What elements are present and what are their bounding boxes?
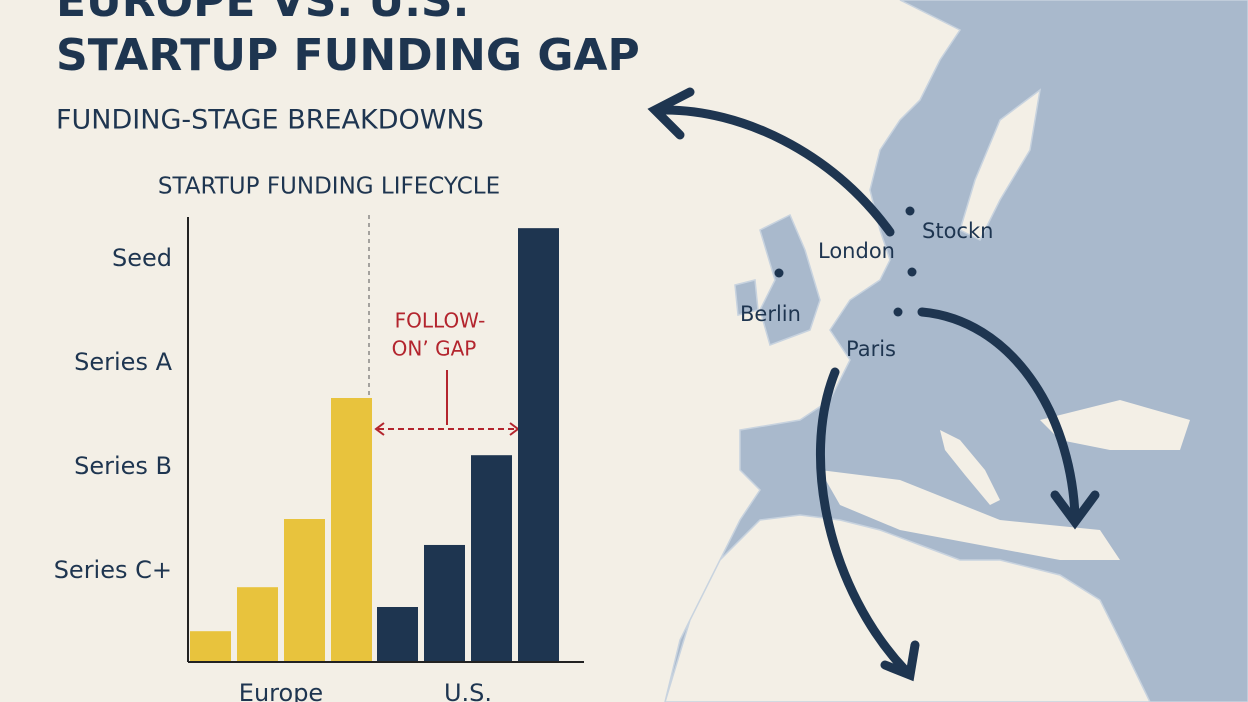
map xyxy=(664,0,1248,702)
arrow-head xyxy=(647,87,695,140)
y-tick-label: Seed xyxy=(112,244,172,272)
arrow xyxy=(816,367,910,675)
arrows xyxy=(647,87,1100,682)
y-tick-label: Series C+ xyxy=(54,556,172,584)
bar xyxy=(377,607,418,662)
chart-title: STARTUP FUNDING LIFECYCLE xyxy=(158,174,500,200)
bar xyxy=(331,398,372,662)
y-tick-label: Series A xyxy=(74,348,172,376)
x-group-label: U.S. xyxy=(444,679,492,702)
x-group-label: Europe xyxy=(239,679,323,702)
city-dots xyxy=(774,206,917,317)
subtitle: FUNDING-STAGE BREAKDOWNS xyxy=(56,105,484,136)
bar xyxy=(424,544,465,662)
arrow xyxy=(660,105,895,237)
arrow-head xyxy=(880,640,920,682)
arrow xyxy=(917,307,1080,520)
bar xyxy=(284,519,325,662)
title-line: STARTUP FUNDING GAP xyxy=(56,30,640,81)
black-sea xyxy=(1040,400,1190,450)
title-line: EUROPE VS. U.S. xyxy=(56,0,469,27)
bar xyxy=(237,587,278,662)
bar xyxy=(471,455,512,662)
baltic-sea xyxy=(959,88,1042,242)
map-label: London xyxy=(818,239,895,263)
y-tick-label: Series B xyxy=(74,452,172,480)
map-label: Paris xyxy=(846,337,896,361)
bar xyxy=(518,228,559,662)
city-dot xyxy=(905,206,915,216)
city-dot xyxy=(907,267,917,277)
britain xyxy=(759,213,821,346)
city-dot xyxy=(893,307,903,317)
ireland xyxy=(734,279,759,316)
adriatic xyxy=(940,430,1000,505)
annotation: FOLLOW- xyxy=(395,309,486,333)
annotation: ON’ GAP xyxy=(392,337,477,361)
city-dot xyxy=(774,268,784,278)
arrow-head xyxy=(1050,490,1100,530)
map-label: Berlin xyxy=(740,302,801,326)
bar xyxy=(190,631,231,662)
mediterranean xyxy=(820,470,1120,560)
map-label: Stockn xyxy=(922,219,993,243)
